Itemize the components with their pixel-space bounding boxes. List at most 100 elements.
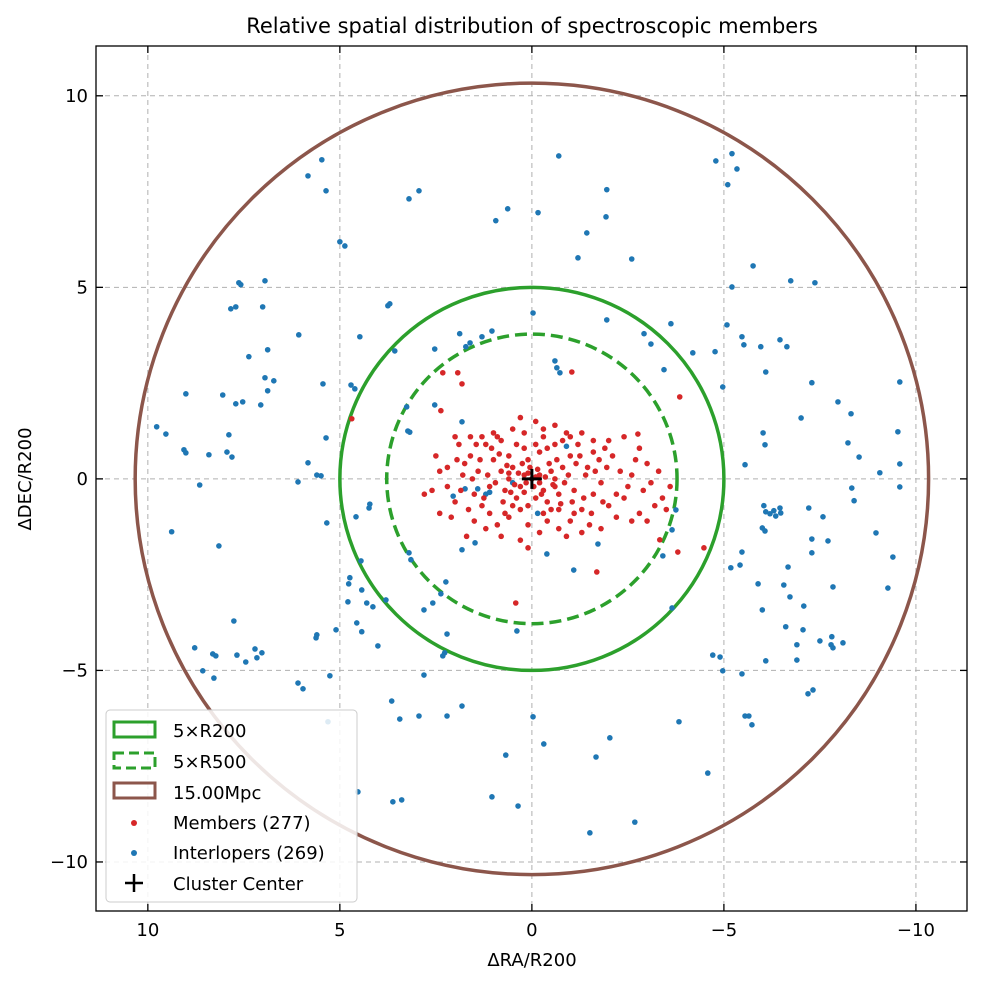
interloper-point xyxy=(724,181,731,188)
interloper-point xyxy=(896,379,903,385)
interloper-point xyxy=(563,443,570,450)
interloper-point xyxy=(719,668,726,674)
legend-marker-center xyxy=(125,874,143,892)
interloper-point xyxy=(739,671,745,677)
y-tick-label: 5 xyxy=(77,277,88,298)
member-point xyxy=(555,491,562,498)
member-point xyxy=(517,537,524,543)
interloper-point xyxy=(829,633,835,640)
interloper-point xyxy=(781,582,787,588)
member-point xyxy=(421,491,428,498)
legend-label-mpc: 15.00Mpc xyxy=(173,783,261,804)
interloper-point xyxy=(734,166,740,172)
interloper-point xyxy=(237,281,244,288)
member-point xyxy=(598,525,604,532)
member-point xyxy=(525,456,531,463)
interloper-point xyxy=(323,188,329,194)
member-point xyxy=(555,525,562,532)
interloper-point xyxy=(431,346,438,352)
member-point xyxy=(509,426,516,432)
interloper-point xyxy=(257,402,264,408)
interloper-point xyxy=(530,310,536,316)
interloper-point xyxy=(713,158,719,164)
interloper-point xyxy=(515,803,521,809)
interloper-point xyxy=(709,652,716,658)
member-point xyxy=(481,495,487,501)
interloper-point xyxy=(406,196,412,202)
interloper-point xyxy=(739,333,745,340)
member-point xyxy=(517,506,524,513)
interloper-point xyxy=(459,546,465,553)
member-point xyxy=(593,569,600,575)
interloper-point xyxy=(254,654,260,661)
member-point xyxy=(603,464,610,471)
member-point xyxy=(561,479,568,486)
member-point xyxy=(559,464,566,471)
member-point xyxy=(512,600,519,606)
member-point xyxy=(579,430,585,436)
interloper-point xyxy=(234,652,240,658)
interloper-point xyxy=(739,549,745,555)
legend-label-r500: 5×R500 xyxy=(173,752,246,773)
member-point xyxy=(609,453,616,459)
interloper-point xyxy=(489,794,495,800)
member-point xyxy=(467,433,474,440)
interloper-point xyxy=(295,680,301,686)
interloper-point xyxy=(479,333,485,340)
interloper-point xyxy=(885,585,891,591)
interloper-point xyxy=(805,690,811,697)
interloper-point xyxy=(305,173,311,179)
member-point xyxy=(636,510,643,517)
member-point xyxy=(557,500,564,507)
interloper-point xyxy=(252,646,258,652)
member-point xyxy=(523,479,529,486)
member-point xyxy=(579,529,585,536)
member-point xyxy=(506,476,512,482)
member-point xyxy=(573,460,579,467)
interloper-point xyxy=(534,510,541,517)
member-point xyxy=(452,499,458,505)
interloper-point xyxy=(584,230,590,236)
legend-marker-interlopers xyxy=(131,850,137,856)
member-point xyxy=(584,464,591,471)
member-point xyxy=(461,460,468,467)
interloper-point xyxy=(762,528,768,534)
interloper-point xyxy=(348,382,354,388)
interloper-point xyxy=(486,489,493,496)
member-point xyxy=(436,510,443,517)
circle-5r500 xyxy=(384,332,679,626)
member-point xyxy=(471,518,478,524)
member-point xyxy=(511,481,518,488)
member-point xyxy=(433,453,439,459)
interloper-point xyxy=(502,752,509,758)
interloper-point xyxy=(641,330,647,337)
interloper-point xyxy=(848,485,855,491)
interloper-point xyxy=(259,304,266,310)
circle-5r200 xyxy=(338,285,726,673)
interloper-point xyxy=(587,830,593,836)
interloper-point xyxy=(363,600,370,606)
interloper-point xyxy=(724,322,730,328)
interloper-point xyxy=(463,343,469,350)
member-point xyxy=(596,456,602,463)
member-point xyxy=(571,510,577,517)
member-point xyxy=(552,483,558,490)
member-point xyxy=(569,499,576,505)
member-point xyxy=(456,441,462,448)
interlopers-series xyxy=(153,150,903,836)
y-axis-label: ΔDEC/R200 xyxy=(15,427,36,530)
interloper-point xyxy=(430,600,436,606)
interloper-point xyxy=(472,540,478,546)
member-point xyxy=(496,451,503,457)
interloper-point xyxy=(632,819,638,825)
member-point xyxy=(598,479,604,486)
member-point xyxy=(628,472,635,478)
axis-ticks: 10 5 0 −5 −10 10 5 0 −5 −10 xyxy=(50,46,967,941)
member-point xyxy=(540,426,547,432)
x-tick-label: −10 xyxy=(897,920,935,941)
interloper-point xyxy=(456,330,463,337)
interloper-point xyxy=(388,698,395,704)
interloper-point xyxy=(211,675,217,681)
interloper-point xyxy=(689,350,696,356)
